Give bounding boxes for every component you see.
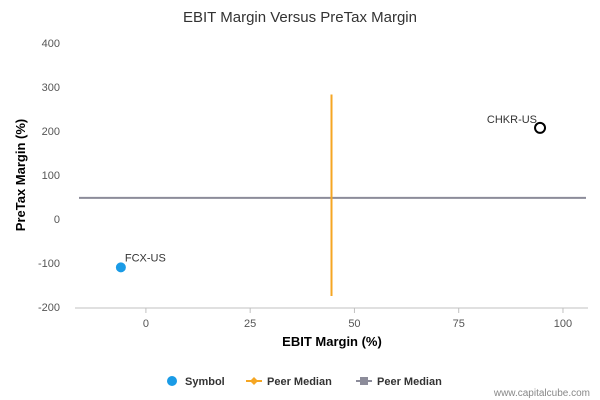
legend-marker-diamond: [250, 377, 258, 385]
data-point-label-chkr-us: CHKR-US: [487, 114, 537, 126]
x-tick-label: 100: [554, 318, 572, 330]
x-tick-label: 75: [453, 318, 465, 330]
data-point-label-fcx-us: FCX-US: [125, 252, 166, 264]
y-tick-label: 0: [54, 214, 60, 226]
legend-item[interactable]: Symbol: [167, 376, 225, 388]
x-tick-label: 0: [143, 318, 149, 330]
legend-label: Symbol: [185, 376, 225, 388]
y-tick-label: 100: [42, 170, 60, 182]
chart-title: EBIT Margin Versus PreTax Margin: [183, 9, 417, 26]
data-point-fcx-us[interactable]: [115, 262, 126, 273]
legend-marker-square: [360, 377, 368, 385]
x-tick-label: 50: [348, 318, 360, 330]
y-tick-label: -100: [38, 258, 60, 270]
y-tick-label: 300: [42, 82, 60, 94]
legend-item[interactable]: Peer Median: [356, 376, 442, 388]
watermark: www.capitalcube.com: [493, 388, 590, 399]
legend-item[interactable]: Peer Median: [246, 376, 332, 388]
y-tick-label: -200: [38, 302, 60, 314]
legend-label: Peer Median: [377, 376, 442, 388]
data-point-chkr-us[interactable]: [534, 121, 547, 134]
x-tick-label: 25: [244, 318, 256, 330]
y-tick-label: 400: [42, 38, 60, 50]
plot-area: 0 25 50 75 100 -200 -100 0 100 200 300 400 FCX-US CHK…: [38, 38, 588, 330]
y-axis-title: PreTax Margin (%): [13, 119, 28, 231]
legend-marker-circle: [167, 376, 177, 386]
legend-label: Peer Median: [267, 376, 332, 388]
legend[interactable]: Symbol Peer Median Peer Median: [167, 376, 442, 388]
x-axis-title: EBIT Margin (%): [282, 334, 382, 349]
y-tick-label: 200: [42, 126, 60, 138]
